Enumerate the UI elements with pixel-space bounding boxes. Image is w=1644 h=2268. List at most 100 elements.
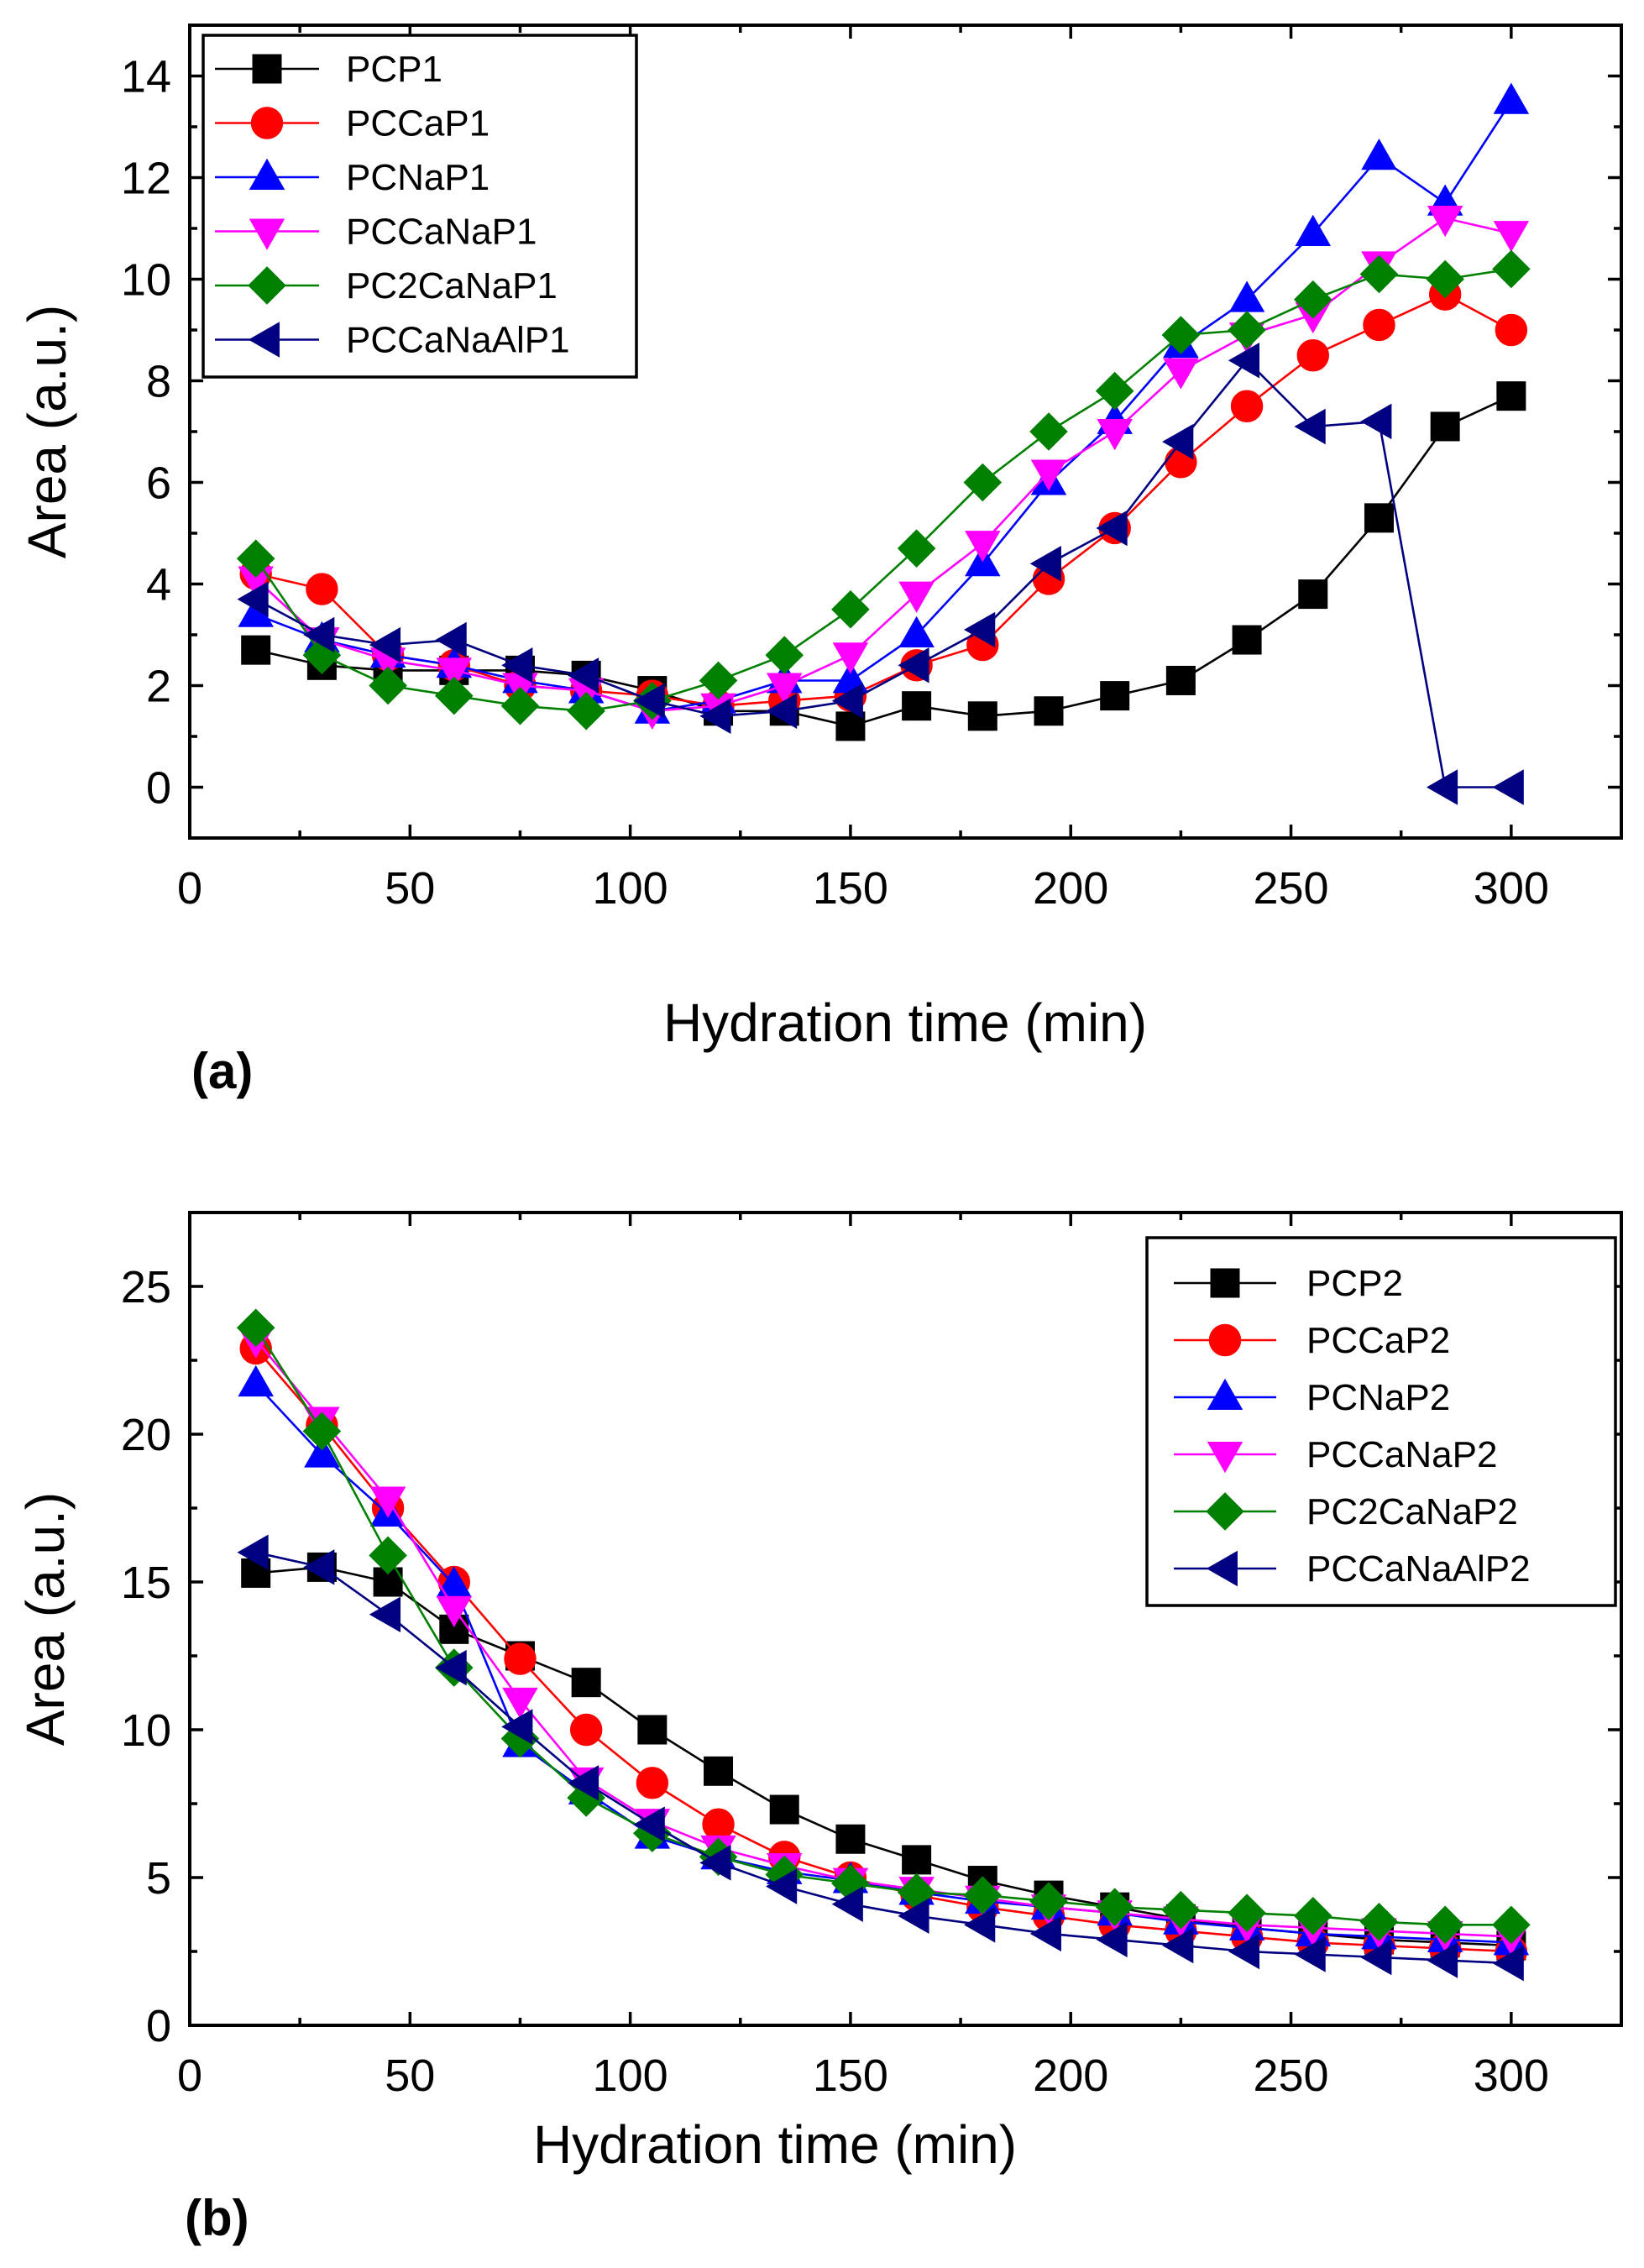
x-tick-label-b: 100	[593, 2051, 668, 2101]
legend-marker-PCCaNaP2	[1207, 1442, 1243, 1474]
data-point-PCCaP1	[1296, 339, 1329, 372]
series-group-b	[236, 1308, 1531, 1982]
data-point-PCCaNaAlP2	[633, 1806, 665, 1842]
data-point-PCCaNaAlP1	[237, 581, 269, 617]
legend-label-PCCaNaP2: PCCaNaP2	[1306, 1434, 1497, 1475]
legend-marker-PC2CaNaP2	[1206, 1492, 1244, 1531]
x-tick-label-a: 50	[385, 863, 435, 914]
data-point-PCP1	[1100, 681, 1130, 711]
plot-area-frame-b	[188, 1211, 1623, 2027]
data-point-PCCaNaAlP1	[1492, 769, 1524, 805]
legend-marker-PCP2	[1210, 1268, 1240, 1298]
legend-label-PCCaNaAlP1: PCCaNaAlP1	[346, 320, 570, 361]
data-point-PC2CaNaP2	[1095, 1888, 1134, 1927]
axis-ticks-b: 0 50 100 150 200 250 300 0 5 10 15 20 25	[121, 1211, 1623, 2101]
legend-marker-PC2CaNaP1	[248, 266, 286, 305]
x-tick-label-a: 200	[1033, 863, 1108, 914]
data-point-PCCaNaAlP2	[1029, 1915, 1061, 1952]
data-point-PCCaNaAlP1	[1029, 546, 1061, 582]
x-tick-label-a: 300	[1474, 863, 1549, 914]
data-point-PCNaP1	[1493, 82, 1530, 114]
legend-marker-PCCaNaP1	[249, 218, 285, 250]
data-point-PCCaNaAlP1	[1096, 510, 1128, 547]
data-point-PCCaNaAlP2	[237, 1534, 269, 1571]
x-tick-label-a: 250	[1253, 863, 1328, 914]
data-point-PCP1	[241, 635, 271, 665]
y-tick-label-b: 10	[121, 1705, 171, 1756]
data-point-PCCaNaAlP1	[369, 626, 401, 663]
legend-label-PC2CaNaP2: PC2CaNaP2	[1306, 1491, 1518, 1532]
data-point-PC2CaNaP2	[1492, 1905, 1531, 1945]
data-point-PCCaNaAlP1	[964, 611, 996, 648]
data-point-PCP1	[1496, 381, 1526, 411]
x-tick-label-b: 150	[813, 2051, 888, 2101]
data-point-PCCaNaAlP2	[1162, 1927, 1194, 1964]
y-tick-label-b: 5	[146, 1853, 171, 1904]
data-point-PCP1	[1165, 665, 1196, 695]
data-point-PC2CaNaP1	[765, 636, 804, 675]
x-tick-label-a: 0	[177, 863, 202, 914]
legend-marker-PCCaP2	[1208, 1323, 1242, 1357]
data-point-PC2CaNaP2	[369, 1536, 407, 1575]
data-point-PC2CaNaP1	[1161, 316, 1201, 354]
legend-marker-PCCaP1	[250, 107, 284, 139]
legend-box-a	[202, 34, 638, 379]
data-point-PC2CaNaP1	[897, 529, 936, 568]
data-point-PC2CaNaP2	[236, 1308, 275, 1348]
data-point-PC2CaNaP1	[1359, 254, 1399, 294]
data-point-PCCaP1	[1230, 390, 1264, 422]
y-tick-label-a: 14	[121, 52, 171, 102]
data-point-PCCaNaAlP2	[699, 1845, 731, 1881]
data-point-PC2CaNaP1	[963, 463, 1003, 502]
legend-label-PC2CaNaP1: PC2CaNaP1	[346, 265, 558, 306]
data-point-PCCaNaAlP1	[831, 683, 863, 719]
data-point-PC2CaNaP2	[1161, 1890, 1201, 1930]
data-point-PCP1	[902, 691, 932, 721]
legend-label-PCP1: PCP1	[346, 49, 442, 90]
x-tick-label-a: 150	[813, 863, 888, 914]
y-tick-label-b: 20	[121, 1410, 171, 1460]
data-point-PCCaNaAlP2	[435, 1649, 467, 1686]
data-point-PCCaNaAlP2	[1096, 1921, 1128, 1958]
data-point-PCCaNaAlP2	[1426, 1942, 1458, 1978]
data-point-PCNaP1	[898, 615, 935, 647]
data-point-PCCaNaAlP2	[369, 1596, 401, 1632]
data-point-PCCaNaP1	[832, 642, 869, 674]
legend-label-PCNaP2: PCNaP2	[1306, 1377, 1450, 1418]
data-point-PCCaNaAlP2	[1360, 1939, 1392, 1976]
data-point-PCP2	[835, 1824, 866, 1854]
x-tick-label-b: 0	[177, 2051, 202, 2101]
data-point-PC2CaNaP1	[699, 661, 738, 700]
legend-marker-PCP1	[252, 54, 282, 84]
y-axis-label-b: Area (a.u.)	[15, 1492, 76, 1746]
data-point-PCCaP2	[504, 1642, 537, 1675]
data-point-PCCaNaP2	[502, 1687, 538, 1720]
legend-b: PCP2 PCCaP2 PCNaP2 PCCaNaP2 PC2CaNaP2 PCCaNaA…	[1145, 1236, 1617, 1607]
data-point-PCNaP1	[1361, 139, 1397, 170]
data-point-PC2CaNaP1	[567, 691, 605, 731]
data-point-PCCaNaAlP1	[1426, 769, 1458, 805]
data-point-PCCaNaP2	[369, 1486, 406, 1518]
data-point-PCP2	[769, 1794, 799, 1825]
series-line-PCCaNaP1	[254, 217, 1512, 713]
data-point-PCCaNaAlP1	[633, 683, 665, 719]
data-point-PCCaNaAlP1	[567, 657, 599, 694]
data-point-PCCaNaAlP2	[501, 1709, 533, 1745]
data-point-PCCaNaP1	[965, 531, 1001, 563]
y-tick-label-a: 10	[121, 255, 171, 306]
legend-marker-PCNaP2	[1207, 1378, 1243, 1410]
data-point-PCCaNaAlP2	[964, 1907, 996, 1943]
data-point-PCCaP1	[306, 573, 338, 605]
data-point-PCCaNaAlP1	[1162, 423, 1194, 460]
data-point-PCCaNaP1	[1097, 419, 1133, 451]
series-line-PCNaP2	[254, 1383, 1511, 1944]
data-point-PCCaNaAlP2	[1492, 1945, 1524, 1982]
series-line-PCCaNaP2	[254, 1338, 1511, 1938]
data-point-PCCaP1	[1363, 308, 1395, 342]
data-point-PCNaP1	[1295, 214, 1332, 246]
data-point-PCCaNaAlP1	[765, 693, 798, 730]
data-point-PC2CaNaP1	[1426, 259, 1464, 299]
data-point-PCP2	[571, 1668, 601, 1698]
y-tick-label-a: 0	[146, 763, 171, 814]
data-point-PCCaNaAlP1	[501, 647, 533, 684]
